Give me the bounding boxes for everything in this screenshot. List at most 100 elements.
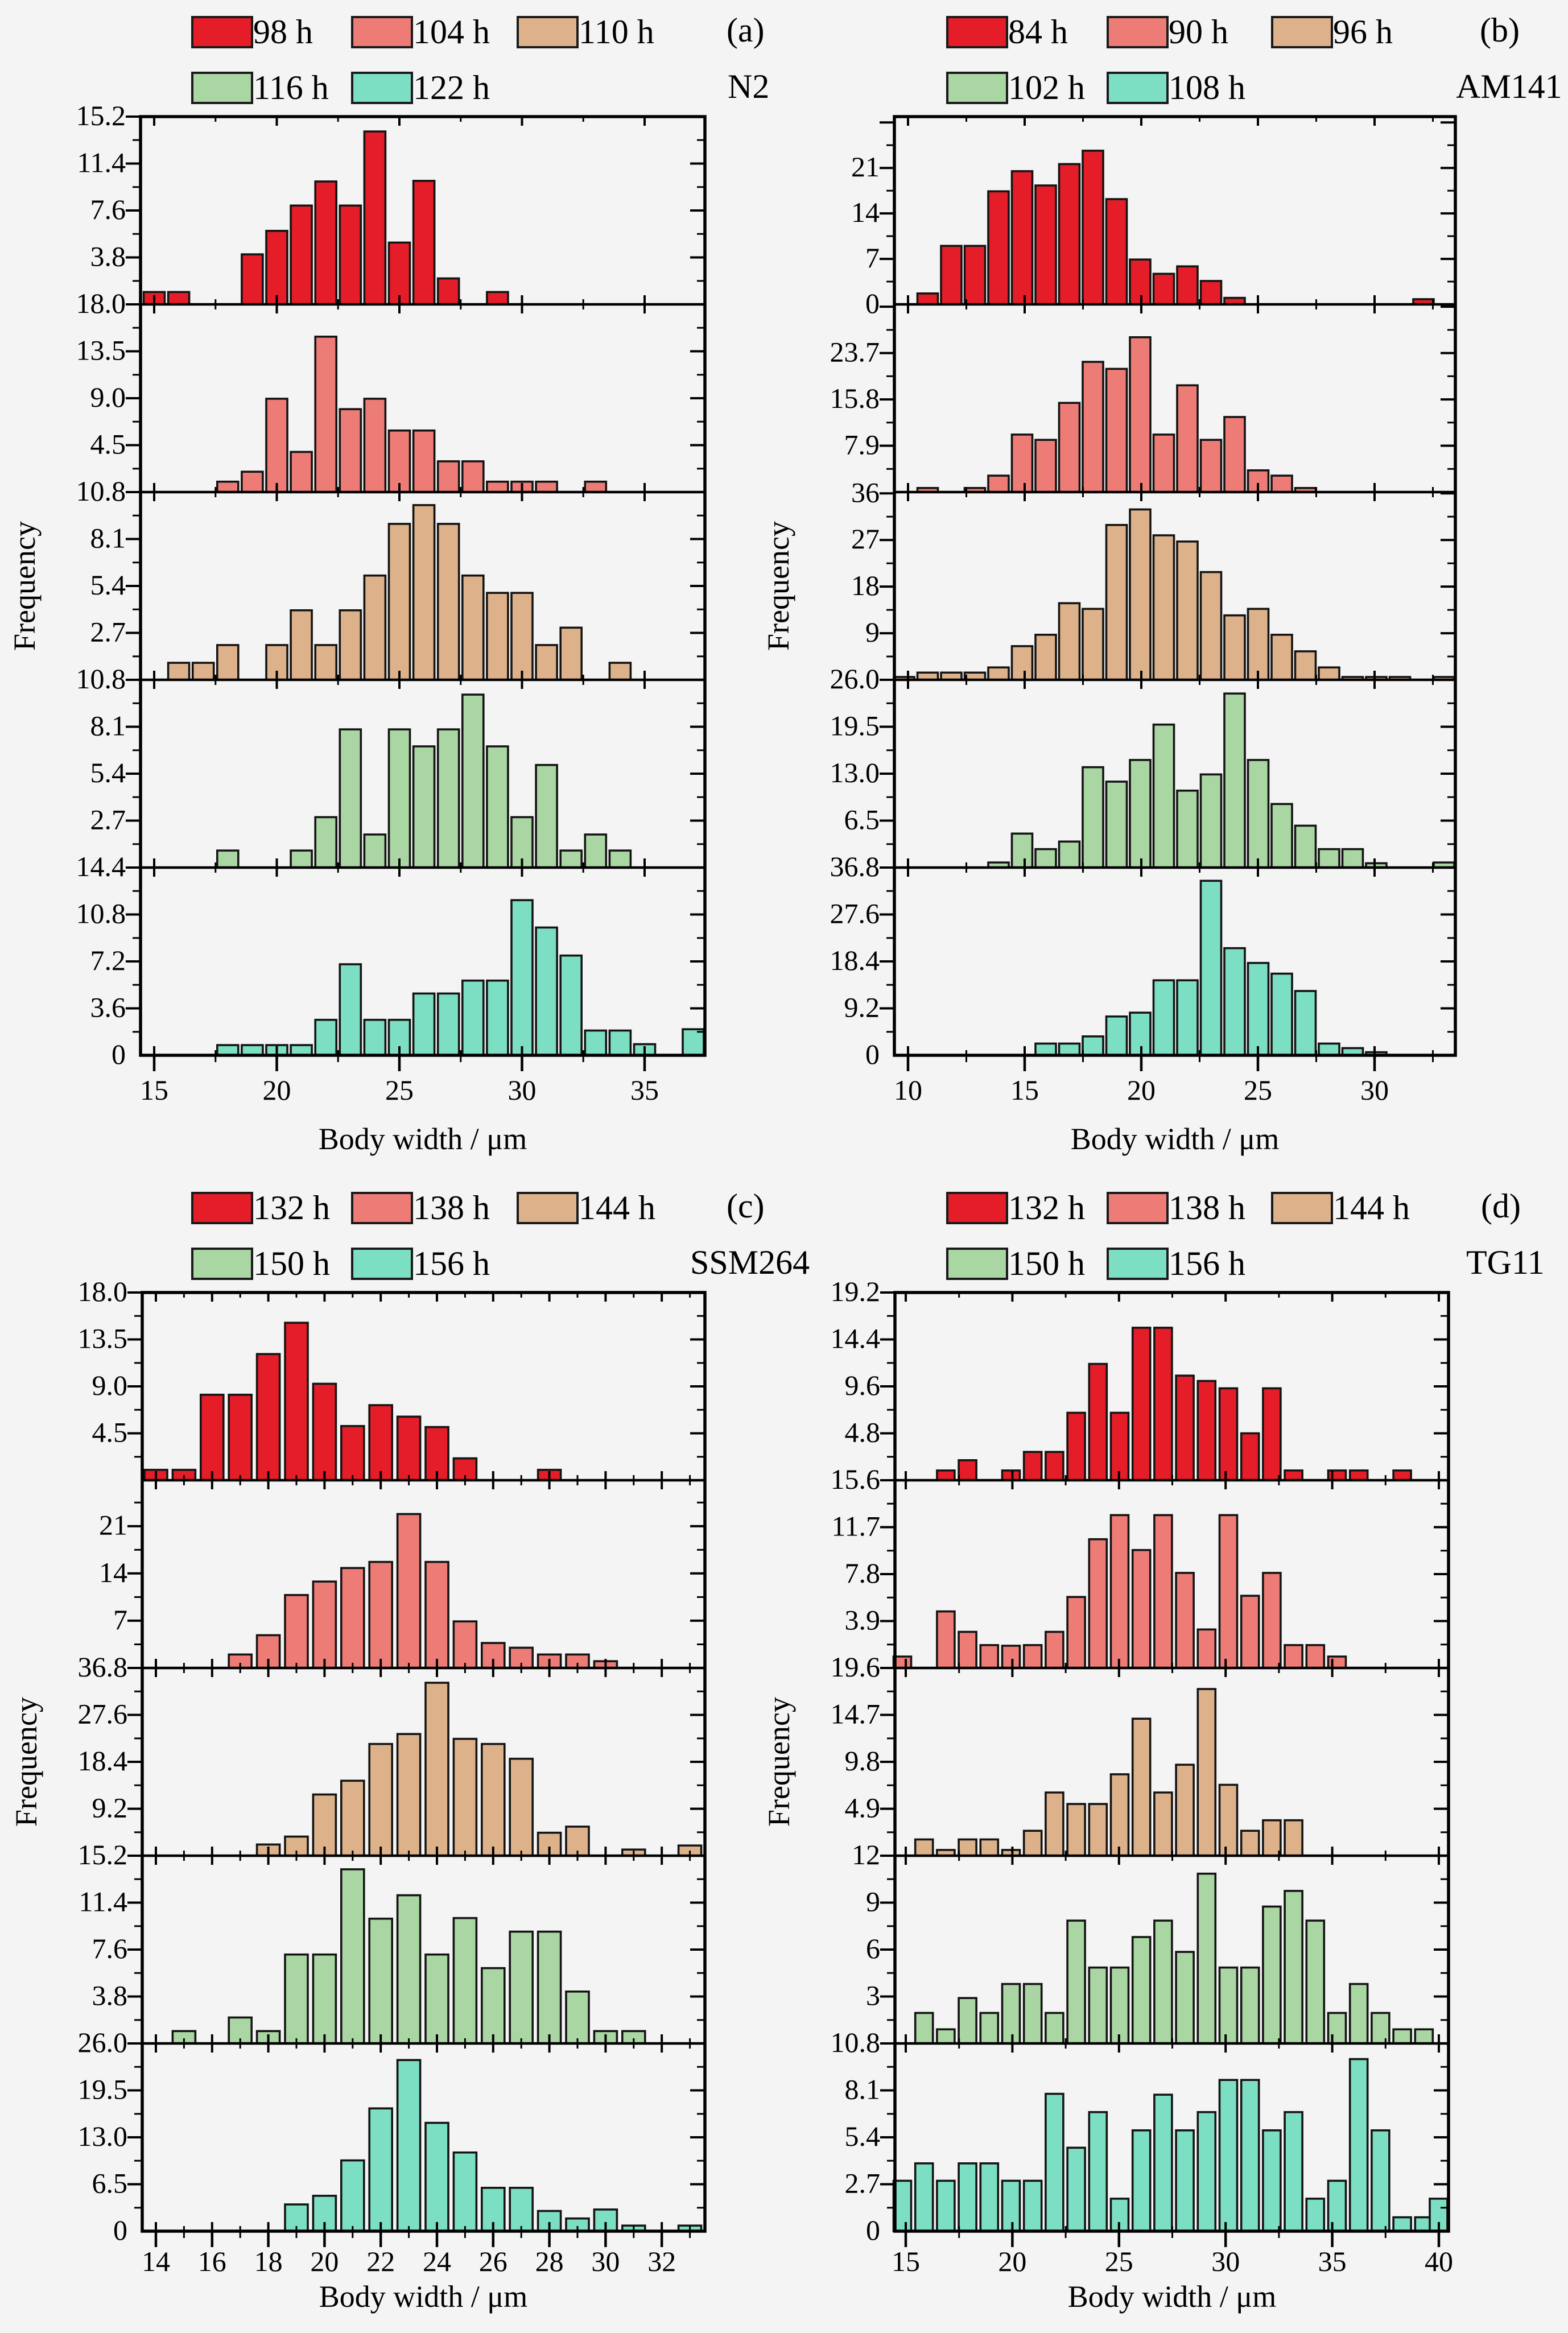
svg-text:(c): (c) xyxy=(727,1187,765,1225)
svg-text:19.5: 19.5 xyxy=(78,2074,128,2105)
svg-text:32: 32 xyxy=(647,2245,676,2277)
svg-text:132 h: 132 h xyxy=(1008,1189,1085,1227)
svg-text:98 h: 98 h xyxy=(253,13,313,51)
svg-text:12: 12 xyxy=(852,1839,880,1870)
svg-text:30: 30 xyxy=(508,1074,537,1106)
svg-text:20: 20 xyxy=(263,1074,291,1106)
svg-text:30: 30 xyxy=(591,2245,620,2277)
svg-text:Body width / μm: Body width / μm xyxy=(319,2280,527,2314)
svg-text:13.0: 13.0 xyxy=(78,2120,128,2152)
svg-text:3.9: 3.9 xyxy=(845,1604,881,1636)
svg-text:23.7: 23.7 xyxy=(830,336,880,368)
svg-text:3.8: 3.8 xyxy=(92,1980,128,2012)
svg-text:8.1: 8.1 xyxy=(845,2074,881,2105)
svg-text:14.4: 14.4 xyxy=(831,1323,881,1355)
svg-text:7: 7 xyxy=(865,242,880,274)
svg-text:0: 0 xyxy=(113,2214,127,2246)
svg-text:104 h: 104 h xyxy=(413,13,490,51)
svg-text:35: 35 xyxy=(1318,2245,1347,2277)
svg-text:11.7: 11.7 xyxy=(831,1510,880,1542)
svg-text:5.4: 5.4 xyxy=(90,569,126,601)
svg-text:19.5: 19.5 xyxy=(830,710,880,742)
svg-text:9.0: 9.0 xyxy=(90,381,126,413)
svg-text:AM141: AM141 xyxy=(1456,68,1562,105)
svg-text:14: 14 xyxy=(851,196,880,228)
svg-text:0: 0 xyxy=(866,2214,880,2246)
svg-text:4.8: 4.8 xyxy=(845,1417,881,1448)
svg-text:3.8: 3.8 xyxy=(90,241,126,272)
svg-text:18.4: 18.4 xyxy=(830,944,880,976)
svg-text:TG11: TG11 xyxy=(1466,1244,1545,1281)
svg-text:110 h: 110 h xyxy=(579,13,654,51)
svg-text:102 h: 102 h xyxy=(1008,69,1085,106)
svg-text:5.4: 5.4 xyxy=(90,757,126,788)
svg-text:84 h: 84 h xyxy=(1008,13,1068,51)
svg-text:7.2: 7.2 xyxy=(90,944,126,976)
svg-text:25: 25 xyxy=(1244,1074,1272,1106)
svg-text:10.8: 10.8 xyxy=(831,2026,881,2058)
svg-text:Body width / μm: Body width / μm xyxy=(319,1122,527,1156)
svg-text:20: 20 xyxy=(310,2245,339,2277)
svg-text:26.0: 26.0 xyxy=(830,663,880,695)
svg-text:9.0: 9.0 xyxy=(92,1369,128,1401)
svg-text:150 h: 150 h xyxy=(1008,1245,1085,1282)
svg-text:6.5: 6.5 xyxy=(844,804,880,836)
svg-text:(a): (a) xyxy=(727,11,765,49)
svg-text:9: 9 xyxy=(866,1886,880,1918)
svg-text:14: 14 xyxy=(99,1556,127,1588)
svg-text:N2: N2 xyxy=(728,68,769,105)
svg-text:27.6: 27.6 xyxy=(830,898,880,930)
svg-text:21: 21 xyxy=(851,151,880,183)
svg-text:11.4: 11.4 xyxy=(77,147,126,179)
svg-text:108 h: 108 h xyxy=(1169,69,1245,106)
svg-text:19.6: 19.6 xyxy=(831,1651,881,1683)
svg-text:144 h: 144 h xyxy=(1333,1189,1410,1227)
svg-text:6.5: 6.5 xyxy=(92,2167,128,2199)
svg-text:24: 24 xyxy=(423,2245,451,2277)
svg-text:18.4: 18.4 xyxy=(78,1745,128,1777)
svg-text:21: 21 xyxy=(99,1509,127,1541)
svg-text:96 h: 96 h xyxy=(1333,13,1393,51)
svg-text:9.2: 9.2 xyxy=(92,1792,128,1824)
svg-text:Body width / μm: Body width / μm xyxy=(1068,2280,1276,2314)
svg-text:2.7: 2.7 xyxy=(845,2167,881,2199)
svg-text:2.7: 2.7 xyxy=(90,804,126,836)
svg-text:7.6: 7.6 xyxy=(92,1933,128,1964)
svg-text:20: 20 xyxy=(998,2245,1026,2277)
svg-text:15: 15 xyxy=(140,1074,168,1106)
svg-text:8.1: 8.1 xyxy=(90,522,126,554)
svg-text:35: 35 xyxy=(630,1074,659,1106)
svg-text:13.5: 13.5 xyxy=(76,335,126,366)
svg-text:3: 3 xyxy=(866,1980,880,2012)
svg-text:36.8: 36.8 xyxy=(78,1651,128,1683)
svg-text:16: 16 xyxy=(198,2245,226,2277)
svg-text:36.8: 36.8 xyxy=(830,850,880,882)
svg-text:7.8: 7.8 xyxy=(845,1557,881,1589)
svg-text:25: 25 xyxy=(385,1074,414,1106)
svg-text:40: 40 xyxy=(1425,2245,1453,2277)
svg-text:11.4: 11.4 xyxy=(79,1886,127,1918)
svg-text:116 h: 116 h xyxy=(253,69,329,106)
svg-text:7.9: 7.9 xyxy=(844,429,880,461)
svg-text:18.0: 18.0 xyxy=(78,1275,128,1307)
svg-text:Body width / μm: Body width / μm xyxy=(1071,1122,1279,1156)
svg-text:26: 26 xyxy=(479,2245,507,2277)
svg-text:3.6: 3.6 xyxy=(90,992,126,1023)
svg-text:138 h: 138 h xyxy=(413,1189,490,1227)
svg-text:4.5: 4.5 xyxy=(92,1417,128,1448)
svg-text:4.9: 4.9 xyxy=(845,1792,881,1824)
svg-text:90 h: 90 h xyxy=(1169,13,1228,51)
svg-text:0: 0 xyxy=(865,1038,880,1070)
svg-text:150 h: 150 h xyxy=(253,1245,330,1282)
svg-text:15: 15 xyxy=(1010,1074,1039,1106)
svg-text:2.7: 2.7 xyxy=(90,616,126,648)
svg-text:Frequency: Frequency xyxy=(7,521,42,651)
svg-text:156 h: 156 h xyxy=(1169,1245,1245,1282)
svg-text:14: 14 xyxy=(142,2245,170,2277)
svg-text:9.6: 9.6 xyxy=(845,1369,881,1401)
svg-text:(b): (b) xyxy=(1480,11,1520,49)
svg-text:14.4: 14.4 xyxy=(76,850,126,882)
svg-text:18: 18 xyxy=(254,2245,283,2277)
svg-text:13.5: 13.5 xyxy=(78,1323,128,1355)
svg-text:36: 36 xyxy=(851,476,880,508)
